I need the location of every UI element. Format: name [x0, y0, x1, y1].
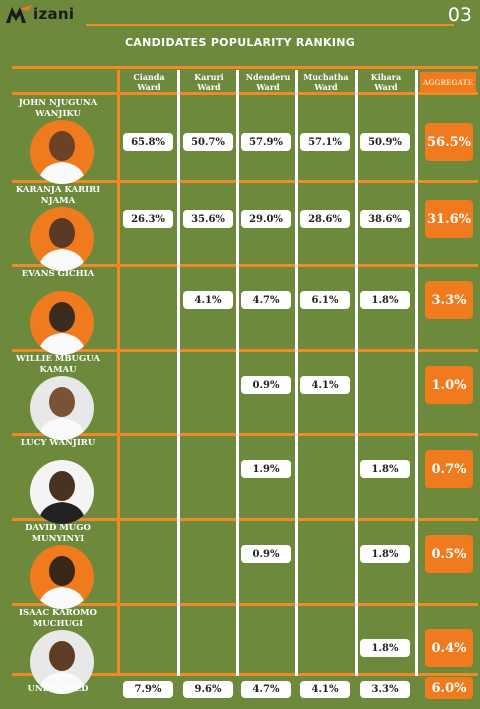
vote-share-cell: 0.9%	[241, 376, 291, 394]
candidate-avatar	[30, 460, 94, 524]
column-divider	[355, 70, 358, 676]
vote-share-cell: 4.1%	[183, 291, 233, 309]
vote-share-cell: 38.6%	[360, 210, 410, 228]
vote-share-cell: 26.3%	[123, 210, 173, 228]
header-rule-bottom	[12, 92, 478, 95]
vote-share-cell: 1.8%	[360, 545, 410, 563]
top-bar: izani 03	[0, 0, 480, 28]
header-divider	[86, 24, 454, 26]
undecided-cell: 3.3%	[360, 681, 410, 698]
vote-share-cell: 1.8%	[360, 460, 410, 478]
undecided-cell: 7.9%	[123, 681, 173, 698]
aggregate-header: AGGREGATE	[420, 72, 476, 92]
logo-mark-icon	[6, 5, 32, 23]
candidate-name: ISAAC KAROMO MUCHUGI	[19, 608, 97, 629]
candidate-name: KARANJA KARIRI NJAMA	[15, 185, 101, 206]
logo-text: izani	[33, 5, 75, 23]
column-divider	[236, 70, 239, 676]
vote-share-cell: 1.9%	[241, 460, 291, 478]
undecided-aggregate: 6.0%	[425, 677, 473, 699]
chart-title: CANDIDATES POPULARITY RANKING	[124, 36, 356, 49]
row-divider	[12, 264, 478, 267]
page-number: 03	[447, 4, 472, 26]
row-divider	[12, 349, 478, 352]
candidate-name: DAVID MUGO MUNYINYI	[25, 523, 91, 544]
column-header: Ndenderu Ward	[245, 72, 291, 92]
vote-share-cell: 50.9%	[360, 133, 410, 151]
candidate-name: LUCY WANJIRU	[20, 438, 96, 448]
candidate-avatar	[30, 545, 94, 609]
vote-share-cell: 1.8%	[360, 639, 410, 657]
candidate-avatar	[30, 291, 94, 355]
undecided-cell: 9.6%	[183, 681, 233, 698]
candidate-avatar	[30, 207, 94, 271]
person-icon	[38, 387, 86, 440]
vote-share-cell: 6.1%	[300, 291, 350, 309]
header-rule	[12, 66, 478, 69]
person-icon	[38, 218, 86, 271]
undecided-label: UNDECIDED	[27, 684, 89, 694]
column-divider	[415, 70, 418, 676]
column-divider	[177, 70, 180, 676]
vote-share-cell: 28.6%	[300, 210, 350, 228]
undecided-cell: 4.1%	[300, 681, 350, 698]
aggregate-value: 0.5%	[425, 535, 473, 573]
row-divider	[12, 433, 478, 436]
candidate-name: EVANS GICHIA	[21, 269, 95, 279]
vote-share-cell: 57.9%	[241, 133, 291, 151]
candidate-avatar	[30, 376, 94, 440]
candidate-avatar	[30, 120, 94, 184]
vote-share-cell: 4.7%	[241, 291, 291, 309]
aggregate-value: 0.7%	[425, 450, 473, 488]
person-icon	[38, 471, 86, 524]
candidate-name: JOHN NJUGUNA WANJIKU	[18, 98, 98, 119]
candidate-name: WILLIE MBUGUA KAMAU	[16, 354, 100, 375]
person-icon	[38, 641, 86, 694]
row-divider	[12, 180, 478, 183]
column-divider	[117, 70, 120, 676]
aggregate-value: 3.3%	[425, 281, 473, 319]
vote-share-cell: 35.6%	[183, 210, 233, 228]
aggregate-value: 56.5%	[425, 123, 473, 161]
column-header: Muchatha Ward	[303, 72, 349, 92]
column-header: Kihara Ward	[370, 72, 402, 92]
vote-share-cell: 65.8%	[123, 133, 173, 151]
aggregate-value: 0.4%	[425, 629, 473, 667]
aggregate-value: 31.6%	[425, 200, 473, 238]
vote-share-cell: 50.7%	[183, 133, 233, 151]
undecided-cell: 4.7%	[241, 681, 291, 698]
column-header: Karuri Ward	[194, 72, 224, 92]
vote-share-cell: 0.9%	[241, 545, 291, 563]
mizani-logo: izani	[6, 4, 74, 24]
vote-share-cell: 57.1%	[300, 133, 350, 151]
person-icon	[38, 556, 86, 609]
column-divider	[295, 70, 298, 676]
row-divider	[12, 518, 478, 521]
vote-share-cell: 4.1%	[300, 376, 350, 394]
row-divider	[12, 603, 478, 606]
person-icon	[38, 302, 86, 355]
vote-share-cell: 1.8%	[360, 291, 410, 309]
candidate-avatar	[30, 630, 94, 694]
column-header: Cianda Ward	[133, 72, 165, 92]
vote-share-cell: 29.0%	[241, 210, 291, 228]
person-icon	[38, 131, 86, 184]
aggregate-value: 1.0%	[425, 366, 473, 404]
row-divider	[12, 673, 478, 676]
